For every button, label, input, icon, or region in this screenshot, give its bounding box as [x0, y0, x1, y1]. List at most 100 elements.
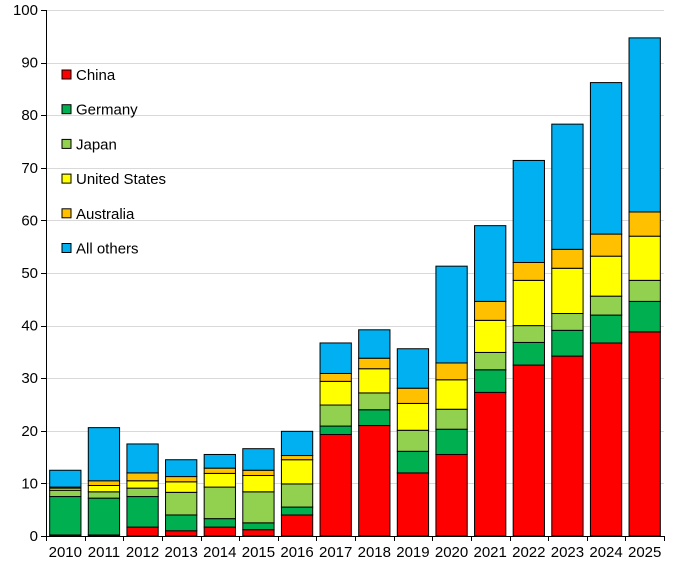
legend-swatch-all-others	[61, 243, 72, 253]
bar-segment-2014-china	[203, 526, 236, 537]
bar-segment-2025-germany	[628, 300, 661, 333]
bar-segment-2012-japan	[126, 487, 159, 498]
bar-segment-2017-japan	[319, 404, 352, 427]
x-tick-label-2019: 2019	[396, 544, 429, 561]
bar-segment-2023-united-states	[551, 267, 584, 315]
x-tick-label-2016: 2016	[280, 544, 313, 561]
y-tick-label-80: 80	[21, 107, 38, 124]
y-axis-tick-labels: 0 10 20 30 40 50 60 70 80 90 100	[13, 2, 38, 545]
bar-segment-2024-australia	[589, 233, 623, 257]
bar-segment-2018-china	[358, 425, 391, 537]
bar-segment-2018-all-others	[358, 329, 391, 359]
bar-segment-2020-united-states	[435, 379, 468, 410]
bar-segment-2020-japan	[435, 408, 468, 430]
x-tick-label-2012: 2012	[126, 544, 159, 561]
bar-segment-2010-japan	[49, 489, 82, 498]
y-tick-label-40: 40	[21, 318, 38, 335]
legend-swatch-united-states	[61, 173, 72, 184]
bar-segment-2018-australia	[358, 357, 391, 370]
y-tick-label-90: 90	[21, 55, 38, 72]
bar-segment-2013-united-states	[165, 481, 198, 493]
axes	[41, 10, 665, 541]
bar-segment-2015-china	[242, 529, 275, 537]
bar-segment-2014-united-states	[203, 472, 236, 488]
legend-label-australia: Australia	[76, 206, 135, 223]
bar-segment-2017-all-others	[319, 342, 352, 374]
legend-label-all-others: All others	[76, 241, 139, 258]
bar-segment-2024-china	[589, 342, 623, 537]
bar-segment-2017-germany	[319, 425, 352, 435]
x-tick-label-2024: 2024	[589, 544, 622, 561]
bar-segment-2012-germany	[126, 496, 159, 528]
x-tick-label-2013: 2013	[165, 544, 198, 561]
bar-segment-2011-japan	[87, 491, 121, 499]
bar-segment-2022-australia	[512, 261, 545, 281]
bar-segment-2010-germany	[49, 496, 82, 536]
bar-segment-2017-australia	[319, 372, 352, 382]
bar-segment-2023-australia	[551, 248, 584, 269]
x-tick-label-2010: 2010	[49, 544, 82, 561]
bar-segment-2013-germany	[165, 514, 198, 532]
bar-segment-2023-germany	[551, 329, 584, 357]
y-tick-label-20: 20	[21, 423, 38, 440]
bar-segment-2015-australia	[242, 469, 275, 477]
bar-segment-2011-all-others	[87, 427, 121, 482]
bar-segment-2020-germany	[435, 428, 468, 455]
bar-segment-2018-united-states	[358, 368, 391, 394]
bar-segment-2023-china	[551, 355, 584, 537]
legend-label-japan: Japan	[76, 136, 117, 153]
bar-segment-2015-all-others	[242, 448, 275, 471]
bar-segment-2025-united-states	[628, 235, 661, 281]
bar-segment-2023-japan	[551, 313, 584, 331]
bar-segment-2025-china	[628, 331, 661, 537]
bar-segment-2016-united-states	[280, 459, 314, 485]
bar-segment-2012-all-others	[126, 443, 159, 474]
bar-segment-2013-japan	[165, 491, 198, 516]
bar-segment-2020-australia	[435, 362, 468, 381]
y-tick-label-10: 10	[21, 475, 38, 492]
x-tick-label-2011: 2011	[88, 544, 120, 561]
y-tick-label-50: 50	[21, 265, 38, 282]
bar-segment-2014-australia	[203, 467, 236, 474]
bar-segment-2024-japan	[589, 295, 623, 316]
bar-segment-2017-china	[319, 433, 352, 537]
bar-segment-2022-japan	[512, 325, 545, 343]
bar-segment-2019-all-others	[396, 348, 430, 389]
bar-segment-2025-australia	[628, 211, 661, 237]
bar-segment-2014-all-others	[203, 453, 236, 469]
bar-segment-2011-germany	[87, 497, 121, 536]
legend-label-china: China	[76, 67, 116, 84]
x-tick-label-2017: 2017	[319, 544, 352, 561]
bar-segment-2025-japan	[628, 279, 661, 302]
bar-segment-2019-japan	[396, 429, 430, 452]
legend-swatch-australia	[61, 208, 72, 219]
bar-segment-2016-china	[280, 514, 314, 537]
bar-segment-2012-united-states	[126, 480, 159, 489]
bar-segment-2015-germany	[242, 522, 275, 531]
legend-label-united-states: United States	[76, 171, 166, 188]
bar-segment-2021-germany	[474, 369, 507, 393]
bar-stacks	[49, 37, 661, 537]
bar-segment-2018-germany	[358, 409, 391, 427]
bar-segment-2015-japan	[242, 491, 275, 524]
x-axis-tick-labels: 2010 2011 2012 2013 2014 2015 2016 2017 2018 2019…	[49, 544, 662, 561]
bar-segment-2016-germany	[280, 506, 314, 516]
bar-segment-2021-japan	[474, 351, 507, 371]
bar-segment-2010-all-others	[49, 469, 82, 488]
bar-segment-2022-germany	[512, 341, 545, 366]
legend-label-germany: Germany	[76, 102, 138, 119]
bar-segment-2024-united-states	[589, 255, 623, 297]
bar-segment-2024-germany	[589, 314, 623, 344]
bar-segment-2018-japan	[358, 392, 391, 411]
bar-segment-2019-china	[396, 472, 430, 537]
y-tick-label-30: 30	[21, 370, 38, 387]
bar-segment-2025-all-others	[628, 37, 661, 213]
bar-segment-2019-united-states	[396, 402, 430, 431]
bar-segment-2017-united-states	[319, 380, 352, 406]
bar-segment-2011-united-states	[87, 485, 121, 493]
x-tick-label-2014: 2014	[203, 544, 236, 561]
bar-segment-2021-china	[474, 391, 507, 537]
x-tick-label-2023: 2023	[551, 544, 584, 561]
bar-segment-2016-all-others	[280, 430, 314, 457]
grid-lines	[46, 10, 664, 484]
